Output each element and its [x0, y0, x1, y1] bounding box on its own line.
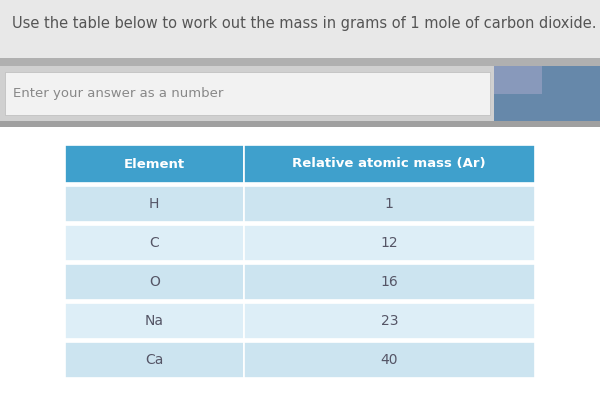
Text: Na: Na	[145, 314, 164, 328]
Text: C: C	[149, 236, 159, 250]
FancyBboxPatch shape	[65, 186, 244, 222]
FancyBboxPatch shape	[244, 225, 535, 261]
Text: 16: 16	[380, 275, 398, 289]
Text: O: O	[149, 275, 160, 289]
FancyBboxPatch shape	[5, 72, 490, 115]
FancyBboxPatch shape	[0, 66, 600, 121]
FancyBboxPatch shape	[0, 127, 600, 401]
FancyBboxPatch shape	[65, 264, 244, 300]
FancyBboxPatch shape	[0, 121, 600, 127]
FancyBboxPatch shape	[65, 342, 244, 378]
FancyBboxPatch shape	[244, 186, 535, 222]
Text: Use the table below to work out the mass in grams of 1 mole of carbon dioxide.: Use the table below to work out the mass…	[12, 16, 596, 31]
FancyBboxPatch shape	[244, 303, 535, 339]
Text: 40: 40	[380, 353, 398, 367]
Text: 12: 12	[380, 236, 398, 250]
FancyBboxPatch shape	[65, 145, 244, 183]
FancyBboxPatch shape	[0, 0, 600, 58]
FancyBboxPatch shape	[65, 303, 244, 339]
Text: H: H	[149, 197, 160, 211]
Text: Element: Element	[124, 158, 185, 170]
FancyBboxPatch shape	[244, 342, 535, 378]
Text: Enter your answer as a number: Enter your answer as a number	[13, 87, 223, 100]
FancyBboxPatch shape	[244, 145, 535, 183]
FancyBboxPatch shape	[65, 225, 244, 261]
FancyBboxPatch shape	[494, 66, 600, 121]
FancyBboxPatch shape	[244, 264, 535, 300]
Text: Ca: Ca	[145, 353, 163, 367]
FancyBboxPatch shape	[0, 58, 600, 66]
Text: 23: 23	[380, 314, 398, 328]
Text: 1: 1	[385, 197, 394, 211]
FancyBboxPatch shape	[494, 66, 542, 93]
Text: Relative atomic mass (Ar): Relative atomic mass (Ar)	[292, 158, 486, 170]
